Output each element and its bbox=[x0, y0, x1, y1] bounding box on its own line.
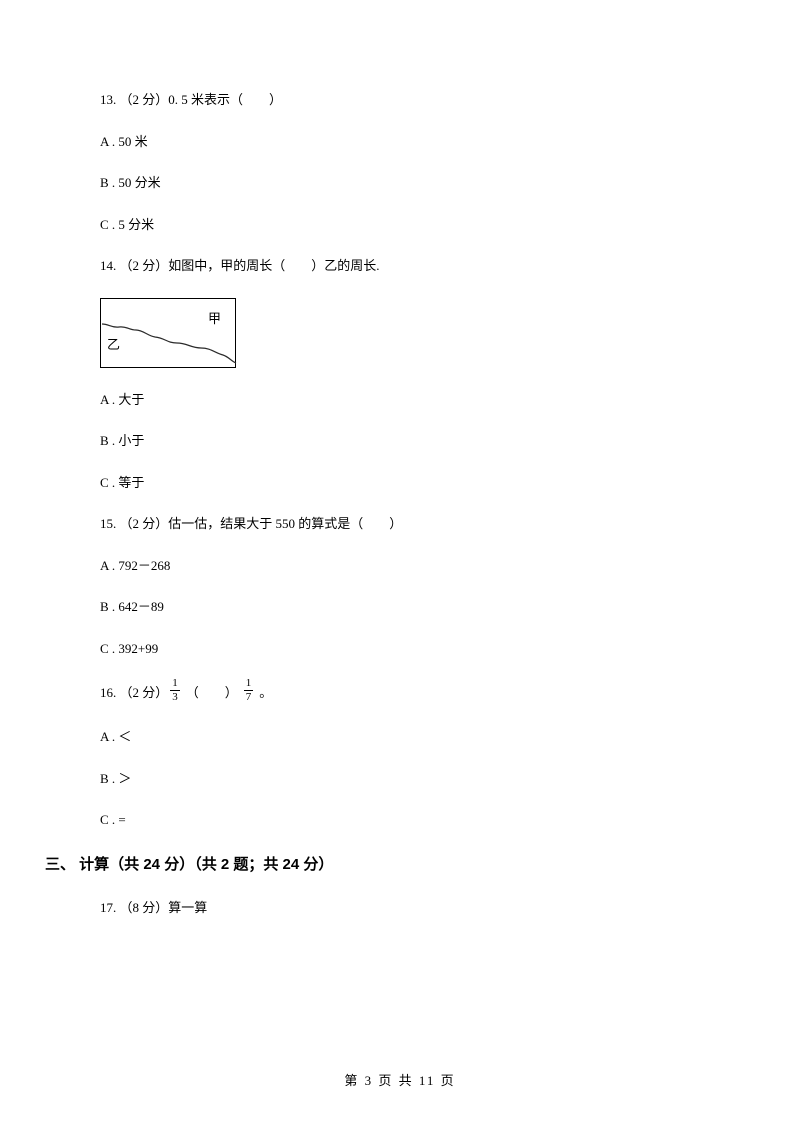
q16-suffix: 。 bbox=[259, 683, 272, 703]
q13-option-c: C . 5 分米 bbox=[100, 215, 700, 235]
q13-text: 13. （2 分）0. 5 米表示（ ） bbox=[100, 90, 700, 110]
q16-frac1-den: 3 bbox=[170, 691, 180, 703]
q13-option-a: A . 50 米 bbox=[100, 132, 700, 152]
question-16: 16. （2 分） 1 3 （ ） 1 7 。 A . ＜ B . ＞ C . … bbox=[100, 680, 700, 830]
q14-label-jia: 甲 bbox=[208, 309, 221, 329]
section-3-heading: 三、 计算（共 24 分）（共 2 题；共 24 分） bbox=[45, 854, 700, 877]
q16-mid: （ ） bbox=[186, 683, 238, 703]
q15-text: 15. （2 分）估一估，结果大于 550 的算式是（ ） bbox=[100, 514, 700, 534]
q14-option-a: A . 大于 bbox=[100, 390, 700, 410]
q14-option-b: B . 小于 bbox=[100, 431, 700, 451]
q15-option-c: C . 392+99 bbox=[100, 639, 700, 659]
question-14: 14. （2 分）如图中，甲的周长（ ）乙的周长. 甲 乙 A . 大于 B .… bbox=[100, 256, 700, 492]
q16-option-a: A . ＜ bbox=[100, 727, 700, 747]
q16-fraction-2: 1 7 bbox=[244, 678, 254, 703]
question-13: 13. （2 分）0. 5 米表示（ ） A . 50 米 B . 50 分米 … bbox=[100, 90, 700, 234]
q17-text: 17. （8 分）算一算 bbox=[100, 898, 700, 918]
q14-figure: 甲 乙 bbox=[100, 298, 236, 368]
q13-option-b: B . 50 分米 bbox=[100, 173, 700, 193]
q14-wiggle-path bbox=[102, 324, 236, 363]
q16-fraction-1: 1 3 bbox=[170, 678, 180, 703]
q15-option-b: B . 642－89 bbox=[100, 597, 700, 617]
page-footer: 第 3 页 共 11 页 bbox=[0, 1071, 800, 1091]
q16-frac2-num: 1 bbox=[244, 678, 254, 691]
q14-label-yi: 乙 bbox=[107, 335, 120, 355]
q16-frac2-den: 7 bbox=[244, 691, 254, 703]
q16-option-b: B . ＞ bbox=[100, 769, 700, 789]
q15-option-a: A . 792－268 bbox=[100, 556, 700, 576]
q14-option-c: C . 等于 bbox=[100, 473, 700, 493]
q16-text: 16. （2 分） 1 3 （ ） 1 7 。 bbox=[100, 680, 700, 705]
question-15: 15. （2 分）估一估，结果大于 550 的算式是（ ） A . 792－26… bbox=[100, 514, 700, 658]
q16-option-c: C . = bbox=[100, 810, 700, 830]
question-17: 17. （8 分）算一算 bbox=[100, 898, 700, 918]
q16-frac1-num: 1 bbox=[170, 678, 180, 691]
q14-text: 14. （2 分）如图中，甲的周长（ ）乙的周长. bbox=[100, 256, 700, 276]
q16-prefix: 16. （2 分） bbox=[100, 683, 168, 703]
